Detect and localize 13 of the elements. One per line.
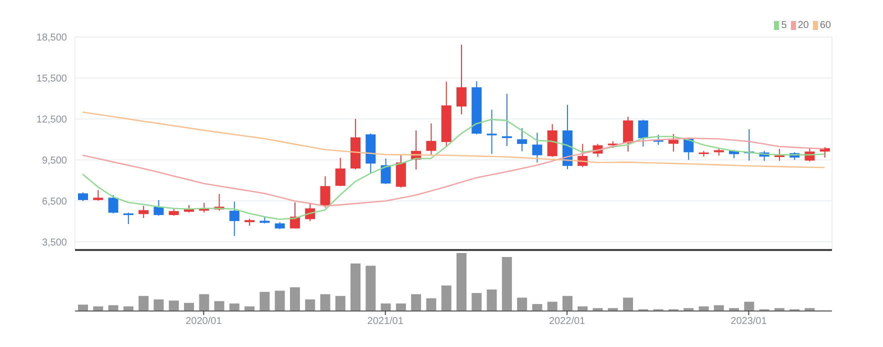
x-tick-label: 2021/01 — [367, 316, 404, 328]
x-tick-label: 2022/01 — [548, 316, 586, 328]
y-tick-label: 12,500 — [36, 114, 68, 126]
legend-label: 5 — [781, 20, 787, 31]
x-tick-label: 2023/01 — [730, 316, 768, 328]
legend-label: 20 — [798, 20, 809, 31]
y-tick-label: 6,500 — [42, 196, 68, 208]
y-tick-label: 9,500 — [42, 155, 68, 166]
y-tick-label: 3,500 — [42, 237, 68, 248]
x-tick-label: 2020/01 — [186, 316, 222, 328]
legend-label: 60 — [820, 20, 831, 31]
y-tick-label: 15,500 — [36, 74, 68, 85]
y-tick-label: 18,500 — [36, 32, 68, 44]
